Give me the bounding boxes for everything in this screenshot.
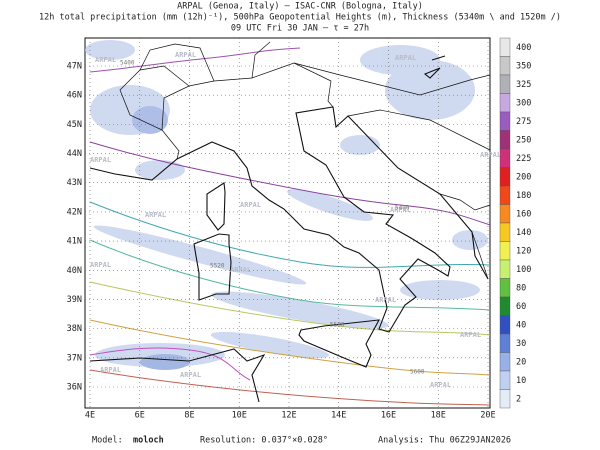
lat-label: 46N <box>67 91 82 101</box>
contour-label: 5580 <box>330 322 345 329</box>
contours <box>89 47 491 406</box>
colorbar-label: 100 <box>516 265 531 275</box>
watermark: ARPAL <box>180 371 201 379</box>
colorbar-swatch <box>499 278 511 298</box>
colorbar-swatch <box>499 315 511 335</box>
lat-label: 47N <box>67 62 82 72</box>
watermark: ARPAL <box>480 151 501 159</box>
coastlines <box>89 41 491 403</box>
colorbar-label: 200 <box>516 172 531 182</box>
colorbar-label: 275 <box>516 117 531 127</box>
lat-label: 40N <box>67 266 82 276</box>
colorbar-label: 160 <box>516 209 531 219</box>
header-line: 09 UTC Fri 30 JAN – τ = 27h <box>231 24 369 34</box>
lon-label: 6E <box>135 411 145 421</box>
lat-label: 41N <box>67 237 82 247</box>
colorbar-label: 10 <box>516 376 526 386</box>
lat-label: 43N <box>67 178 82 188</box>
colorbar-swatch <box>499 296 511 316</box>
lat-label: 44N <box>67 149 82 159</box>
lon-label: 16E <box>381 411 396 421</box>
watermark: ARPAL <box>175 51 196 59</box>
map: ARPAL ARPAL ARPAL ARPAL ARPAL ARPAL ARPAL ARPAL… <box>84 37 501 409</box>
colorbar-label: 325 <box>516 80 531 90</box>
colorbar-swatch <box>499 370 511 390</box>
colorbar-swatch <box>499 148 511 168</box>
resolution: Resolution: 0.037°×0.028° <box>200 436 328 446</box>
colorbar-label: 140 <box>516 228 531 238</box>
colorbar-swatch <box>499 167 511 187</box>
watermark: ARPAL <box>240 201 261 209</box>
colorbar-label: 20 <box>516 357 526 367</box>
colorbar-swatch <box>499 204 511 224</box>
contour-label: 5600 <box>410 369 425 376</box>
lon-label: 18E <box>431 411 446 421</box>
colorbar-label: 30 <box>516 339 526 349</box>
colorbar-label: 2 <box>516 394 521 404</box>
colorbar-label: 40 <box>516 320 526 330</box>
lat-label: 38N <box>67 324 82 334</box>
header-line: ARPAL (Genoa, Italy) — ISAC-CNR (Bologna… <box>177 2 423 12</box>
colorbar-swatch <box>499 259 511 279</box>
colorbar-swatch <box>499 93 511 113</box>
lon-label: 20E <box>480 411 495 421</box>
colorbar-swatch <box>499 389 511 409</box>
watermark: ARPAL <box>90 156 111 164</box>
header-line: 12h total precipitation (mm (12h)⁻¹), 50… <box>39 13 561 23</box>
lat-label: 45N <box>67 120 82 130</box>
colorbar: 400 350 325 300 275 250 225 200 180 160 140 120 100 8… <box>499 37 531 409</box>
colorbar-label: 80 <box>516 283 526 293</box>
watermark: ARPAL <box>390 206 411 214</box>
colorbar-swatch <box>499 56 511 76</box>
colorbar-swatch <box>499 222 511 242</box>
lat-label: 37N <box>67 353 82 363</box>
colorbar-label: 60 <box>516 302 526 312</box>
watermark: ARPAL <box>90 261 111 269</box>
colorbar-swatch <box>499 111 511 131</box>
watermark: ARPAL <box>430 381 451 389</box>
lat-label: 36N <box>67 383 82 393</box>
watermark: ARPAL <box>375 296 396 304</box>
lon-label: 12E <box>281 411 296 421</box>
watermark: ARPAL <box>100 366 121 374</box>
lon-label: 8E <box>184 411 194 421</box>
colorbar-label: 350 <box>516 61 531 71</box>
colorbar-label: 180 <box>516 191 531 201</box>
colorbar-label: 120 <box>516 246 531 256</box>
lat-label: 39N <box>67 295 82 305</box>
lon-label: 4E <box>85 411 95 421</box>
colorbar-label: 300 <box>516 98 531 108</box>
colorbar-swatch <box>499 37 511 57</box>
colorbar-swatch <box>499 333 511 353</box>
watermark: ARPAL <box>145 211 166 219</box>
footer: Model: moloch Resolution: 0.037°×0.028° … <box>92 436 511 446</box>
model-label: Model: <box>92 436 123 446</box>
colorbar-label: 400 <box>516 43 531 53</box>
contour-label: 5400 <box>120 60 135 67</box>
precipitation <box>85 40 488 370</box>
colorbar-swatch <box>499 185 511 205</box>
lon-label: 10E <box>232 411 247 421</box>
contour-label: 5520 <box>210 263 225 270</box>
colorbar-label: 250 <box>516 135 531 145</box>
watermark: ARPAL <box>460 331 481 339</box>
model-name: moloch <box>133 436 164 446</box>
analysis: Analysis: Thu 06Z29JAN2026 <box>378 436 511 446</box>
contour-label: 5400 <box>395 205 410 212</box>
watermark: ARPAL <box>230 266 251 274</box>
colorbar-swatch <box>499 74 511 94</box>
colorbar-swatch <box>499 130 511 150</box>
watermark: ARPAL <box>95 56 116 64</box>
colorbar-swatch <box>499 352 511 372</box>
watermark: ARPAL <box>395 54 416 62</box>
lat-label: 42N <box>67 207 82 217</box>
colorbar-label: 225 <box>516 154 531 164</box>
colorbar-swatch <box>499 241 511 261</box>
lon-label: 14E <box>331 411 346 421</box>
